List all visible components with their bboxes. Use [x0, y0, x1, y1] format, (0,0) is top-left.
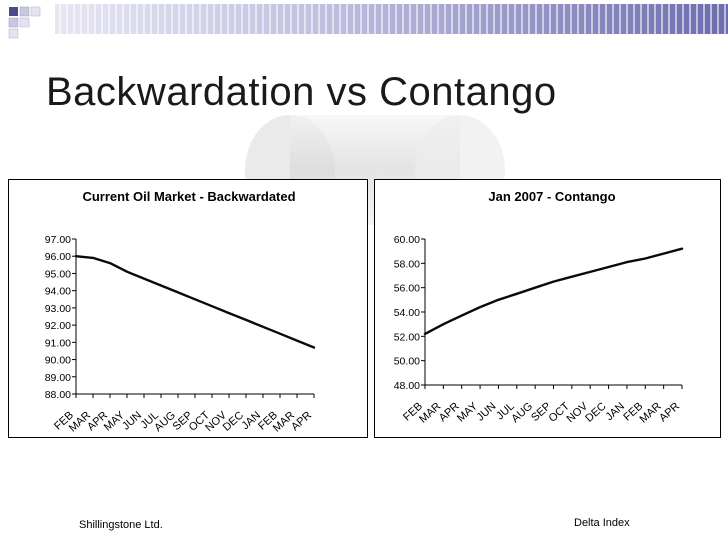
y-tick-label: 52.00: [394, 331, 420, 343]
chart-contango-frame: Jan 2007 - Contango 60.00 58.00 56.00 54.00 5…: [374, 179, 721, 438]
slide-title: Backwardation vs Contango: [46, 70, 557, 114]
header-band: [55, 4, 728, 34]
y-tick-label: 56.00: [394, 283, 420, 295]
y-tick-label: 88.00: [45, 389, 71, 401]
y-tick-label: 94.00: [45, 286, 71, 298]
y-tick-label: 96.00: [45, 251, 71, 263]
chart-contango: Jan 2007 - Contango 60.00 58.00 56.00 54.00 5…: [394, 189, 684, 426]
x-tick-label: APR: [657, 400, 682, 424]
footer-index: Delta Index: [574, 517, 630, 529]
series-line: [74, 254, 316, 349]
chart-title: Current Oil Market - Backwardated: [82, 189, 295, 204]
chart-title: Jan 2007 - Contango: [488, 189, 615, 204]
x-tick-label: APR: [289, 409, 314, 433]
y-tick-label: 54.00: [394, 307, 420, 319]
y-tick-label: 60.00: [394, 234, 420, 246]
y-tick-label: 97.00: [45, 234, 71, 246]
chart-backwardated: Current Oil Market - Backwardated 97.00 96…: [45, 189, 316, 435]
decorative-squares: [8, 6, 41, 39]
y-tick-label: 93.00: [45, 303, 71, 315]
y-tick-label: 48.00: [394, 380, 420, 392]
y-tick-label: 95.00: [45, 268, 71, 280]
chart-backwardated-frame: Current Oil Market - Backwardated 97.00 96…: [8, 179, 368, 438]
y-tick-label: 90.00: [45, 355, 71, 367]
y-tick-label: 50.00: [394, 356, 420, 368]
y-tick-label: 58.00: [394, 258, 420, 270]
footer-company: Shillingstone Ltd.: [79, 519, 163, 531]
series-line: [423, 247, 684, 336]
y-tick-label: 89.00: [45, 372, 71, 384]
y-tick-label: 92.00: [45, 320, 71, 332]
y-tick-label: 91.00: [45, 337, 71, 349]
